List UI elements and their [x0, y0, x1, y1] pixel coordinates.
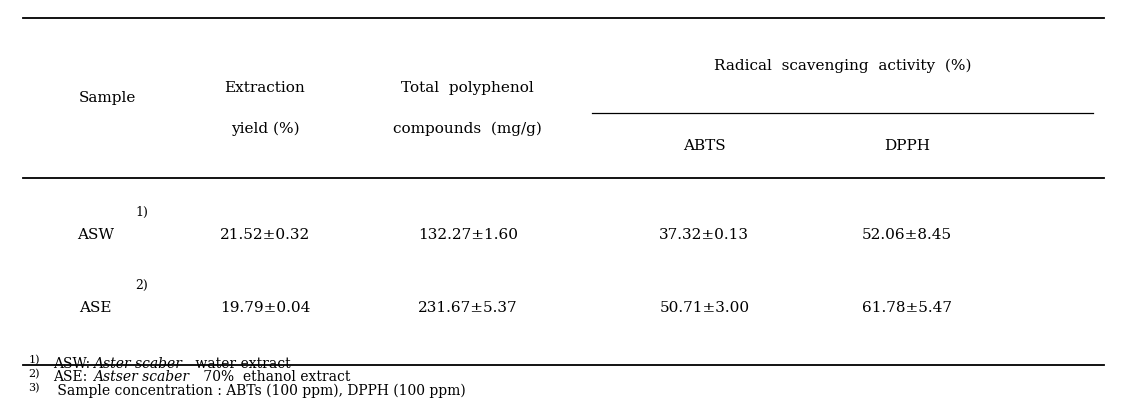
Text: ABTS: ABTS — [683, 139, 726, 153]
Text: ASW:: ASW: — [53, 356, 95, 371]
Text: Sample concentration : ABTs (100 ppm), DPPH (100 ppm): Sample concentration : ABTs (100 ppm), D… — [53, 383, 465, 398]
Text: Total  polyphenol: Total polyphenol — [401, 81, 534, 95]
Text: compounds  (mg/g): compounds (mg/g) — [393, 122, 542, 136]
Text: 52.06±8.45: 52.06±8.45 — [862, 228, 952, 242]
Text: 61.78±5.47: 61.78±5.47 — [862, 301, 952, 315]
Text: 2): 2) — [28, 369, 39, 379]
Text: 37.32±0.13: 37.32±0.13 — [659, 228, 749, 242]
Text: 21.52±0.32: 21.52±0.32 — [220, 228, 310, 242]
Text: yield (%): yield (%) — [231, 122, 299, 136]
Text: Radical  scavenging  activity  (%): Radical scavenging activity (%) — [713, 59, 971, 73]
Text: ASW: ASW — [78, 228, 114, 242]
Text: 1): 1) — [28, 356, 39, 366]
Text: DPPH: DPPH — [885, 139, 930, 153]
Text: 132.27±1.60: 132.27±1.60 — [418, 228, 517, 242]
Text: ASE:: ASE: — [53, 370, 91, 384]
Text: Aster scaber: Aster scaber — [94, 356, 183, 371]
Text: 231.67±5.37: 231.67±5.37 — [418, 301, 517, 315]
Text: 70%  ethanol extract: 70% ethanol extract — [199, 370, 350, 384]
Text: 19.79±0.04: 19.79±0.04 — [220, 301, 310, 315]
Text: ASE: ASE — [80, 301, 112, 315]
Text: 50.71±3.00: 50.71±3.00 — [659, 301, 749, 315]
Text: 3): 3) — [28, 383, 39, 393]
Text: water extract: water extract — [190, 356, 291, 371]
Text: Sample: Sample — [79, 91, 135, 105]
Text: 1): 1) — [135, 206, 148, 219]
Text: 2): 2) — [135, 279, 148, 292]
Text: Astser scaber: Astser scaber — [94, 370, 189, 384]
Text: Extraction: Extraction — [224, 81, 305, 95]
